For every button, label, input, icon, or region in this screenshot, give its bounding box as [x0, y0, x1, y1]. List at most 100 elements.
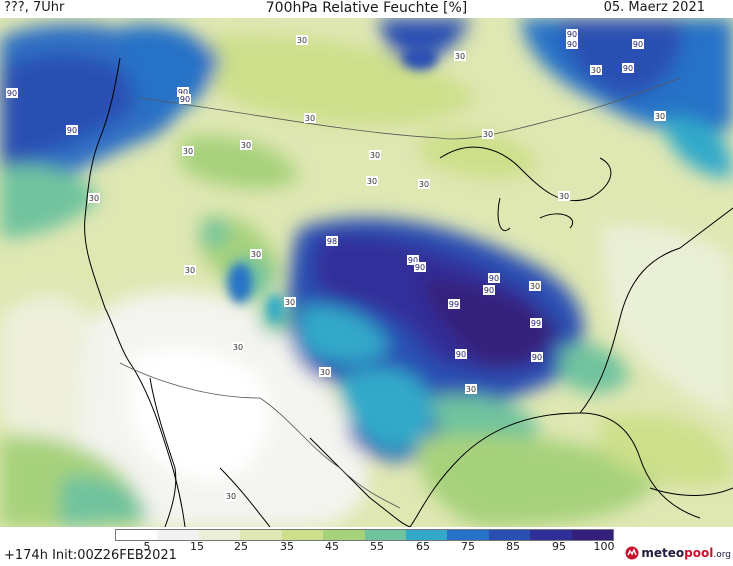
- contour-label: 90: [407, 255, 419, 265]
- colorbar-swatch: [530, 530, 572, 540]
- contour-label: 90: [179, 94, 191, 104]
- contour-label-text: 98: [327, 237, 337, 246]
- contour-label: 30: [590, 65, 602, 75]
- contour-label-text: 90: [567, 40, 577, 49]
- contour-label: 30: [232, 342, 244, 352]
- colorbar-tick: 95: [552, 540, 566, 553]
- colorbar-swatch: [281, 530, 324, 540]
- contour-label-text: 30: [483, 130, 493, 139]
- contour-label-text: 30: [455, 52, 465, 61]
- contour-label: 90: [632, 39, 644, 49]
- contour-label-text: 30: [559, 192, 569, 201]
- map-title: 700hPa Relative Feuchte [%]: [265, 0, 468, 16]
- colorbar-swatch: [157, 530, 199, 540]
- contour-label: 90: [488, 273, 500, 283]
- contour-label-text: 30: [226, 492, 236, 501]
- humidity-field: [0, 18, 733, 527]
- contour-label: 90: [177, 87, 189, 97]
- contour-label: 30: [454, 51, 466, 61]
- colorbar-swatch: [571, 530, 614, 540]
- contour-label-text: 30: [466, 385, 476, 394]
- contour-label: 30: [225, 491, 237, 501]
- contour-label-text: 30: [419, 180, 429, 189]
- contour-label-text: 90: [178, 88, 188, 97]
- contour-label: 90: [566, 29, 578, 39]
- contour-label: 90: [66, 125, 78, 135]
- contour-label-text: 30: [185, 266, 195, 275]
- contour-label: 30: [369, 150, 381, 160]
- colorbar-tick: 65: [416, 540, 430, 553]
- footer: 5 15 25 35 45 55 65 75 85 95 100 +174h I…: [0, 527, 733, 566]
- contour-label-text: 90: [67, 126, 77, 135]
- contour-label: 30: [529, 281, 541, 291]
- logo-text: meteopool.org: [641, 546, 731, 560]
- contour-label: 99: [448, 299, 460, 309]
- colorbar-ticks: 5 15 25 35 45 55 65 75 85 95 100: [115, 540, 615, 554]
- contour-label: 30: [558, 191, 570, 201]
- border-lines: [119, 77, 681, 509]
- contour-label: 90: [455, 349, 467, 359]
- meteopool-logo[interactable]: meteopool.org: [625, 546, 731, 560]
- contour-label: 30: [284, 297, 296, 307]
- colorbar-swatch: [364, 530, 406, 540]
- contour-label: 90: [6, 88, 18, 98]
- colorbar-tick: 55: [370, 540, 384, 553]
- colorbar-swatch: [116, 530, 158, 540]
- contour-label: 90: [531, 352, 543, 362]
- contour-label: 30: [482, 129, 494, 139]
- contour-label-text: 90: [408, 256, 418, 265]
- contour-label-text: 90: [489, 274, 499, 283]
- logo-icon: [625, 546, 639, 560]
- colorbar-tick: 75: [461, 540, 475, 553]
- contour-label-text: 90: [633, 40, 643, 49]
- contour-label-text: 30: [367, 177, 377, 186]
- contour-label-text: 30: [285, 298, 295, 307]
- contour-label: 30: [418, 179, 430, 189]
- contour-label-text: 30: [591, 66, 601, 75]
- colorbar-swatch: [198, 530, 241, 540]
- colorbar-tick: 100: [593, 540, 615, 553]
- contour-label: 30: [465, 384, 477, 394]
- contour-label: 30: [304, 113, 316, 123]
- contour-label-text: 30: [233, 343, 243, 352]
- contour-label-text: 30: [297, 36, 307, 45]
- contour-label: 90: [483, 285, 495, 295]
- contour-label: 99: [530, 318, 542, 328]
- contour-label: 30: [296, 35, 308, 45]
- colorbar-tick: 5: [143, 540, 151, 553]
- contour-label: 30: [182, 146, 194, 156]
- colorbar-tick: 15: [190, 540, 204, 553]
- contour-label-text: 30: [655, 112, 665, 121]
- contour-label: 30: [319, 367, 331, 377]
- contour-label-text: 30: [251, 250, 261, 259]
- contour-label-text: 30: [89, 194, 99, 203]
- contour-label-text: 30: [305, 114, 315, 123]
- contour-label-text: 90: [567, 30, 577, 39]
- colorbar-swatch: [323, 530, 365, 540]
- contour-label-text: 90: [7, 89, 17, 98]
- forecast-date: 05. Maerz 2021: [603, 0, 705, 15]
- contour-label-text: 90: [484, 286, 494, 295]
- colorbar-tick: 45: [325, 540, 339, 553]
- forecast-weekday-time: ???, 7Uhr: [4, 0, 65, 15]
- colorbar-swatch: [447, 530, 489, 540]
- contour-label-text: 90: [532, 353, 542, 362]
- contour-label-text: 30: [320, 368, 330, 377]
- contour-label-text: 99: [531, 319, 541, 328]
- colorbar-swatch: [488, 530, 531, 540]
- contour-label: 90: [414, 262, 426, 272]
- contour-label: 90: [622, 63, 634, 73]
- contour-label: 30: [654, 111, 666, 121]
- contour-label: 30: [250, 249, 262, 259]
- contour-label-text: 90: [456, 350, 466, 359]
- colorbar-tick: 25: [234, 540, 248, 553]
- contour-label-text: 90: [180, 95, 190, 104]
- contour-label: 30: [184, 265, 196, 275]
- contour-label: 30: [240, 140, 252, 150]
- contour-label-text: 30: [370, 151, 380, 160]
- colorbar-swatch: [405, 530, 448, 540]
- contour-label-text: 30: [183, 147, 193, 156]
- coastline-lines: [84, 57, 733, 527]
